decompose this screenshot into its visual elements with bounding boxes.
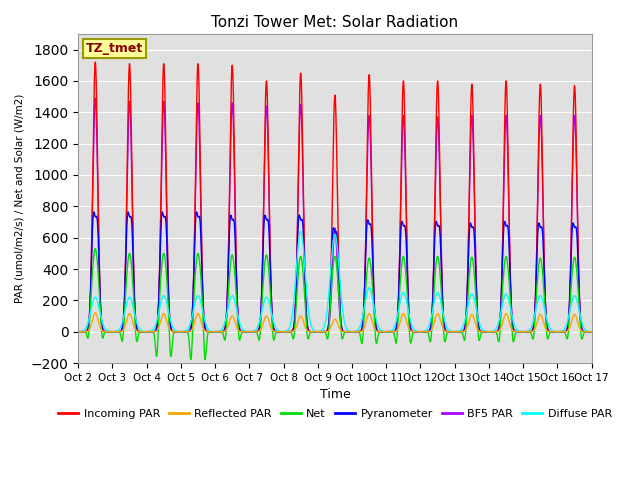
Text: TZ_tmet: TZ_tmet (86, 42, 143, 55)
Title: Tonzi Tower Met: Solar Radiation: Tonzi Tower Met: Solar Radiation (211, 15, 458, 30)
Y-axis label: PAR (umol/m2/s) / Net and Solar (W/m2): PAR (umol/m2/s) / Net and Solar (W/m2) (15, 94, 25, 303)
Legend: Incoming PAR, Reflected PAR, Net, Pyranometer, BF5 PAR, Diffuse PAR: Incoming PAR, Reflected PAR, Net, Pyrano… (54, 405, 616, 423)
X-axis label: Time: Time (319, 388, 350, 401)
